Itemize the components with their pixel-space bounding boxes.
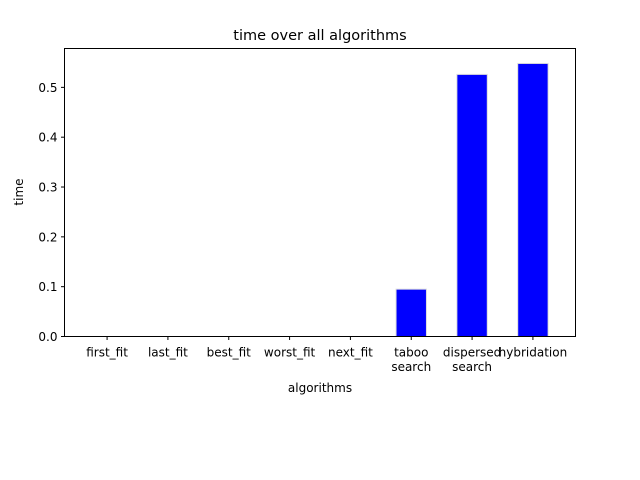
- x-tick-label: next_fit: [328, 346, 373, 360]
- chart-title: time over all algorithms: [233, 28, 406, 44]
- x-tick-label: best_fit: [207, 346, 252, 360]
- plot-frame: [64, 48, 576, 337]
- y-tick-label: 0.5: [38, 81, 57, 95]
- x-tick-label: hybridation: [499, 346, 568, 360]
- y-axis: 0.0 0.1 0.2 0.3 0.4 0.5: [38, 81, 65, 344]
- x-tick-label: dispersed: [443, 346, 501, 360]
- y-tick-label: 0.4: [38, 131, 57, 145]
- x-tick-label: taboo: [394, 346, 428, 360]
- x-tick-label: search: [391, 360, 431, 374]
- y-tick-label: 0.3: [38, 181, 57, 195]
- y-tick-label: 0.0: [38, 330, 57, 344]
- x-tick-label: last_fit: [148, 346, 188, 360]
- y-tick-label: 0.2: [38, 230, 57, 244]
- bar-5: [395, 288, 427, 338]
- bars-group: [395, 62, 549, 338]
- x-tick-label: first_fit: [86, 346, 128, 360]
- x-axis-label: algorithms: [288, 381, 352, 395]
- bar-7: [517, 62, 549, 338]
- x-tick-label: search: [452, 360, 492, 374]
- bar-6: [456, 73, 488, 337]
- x-axis: first_fit last_fit best_fit worst_fit next_f…: [86, 336, 568, 374]
- y-axis-label: time: [12, 178, 26, 205]
- y-tick-label: 0.1: [38, 280, 57, 294]
- x-tick-label: worst_fit: [264, 346, 316, 360]
